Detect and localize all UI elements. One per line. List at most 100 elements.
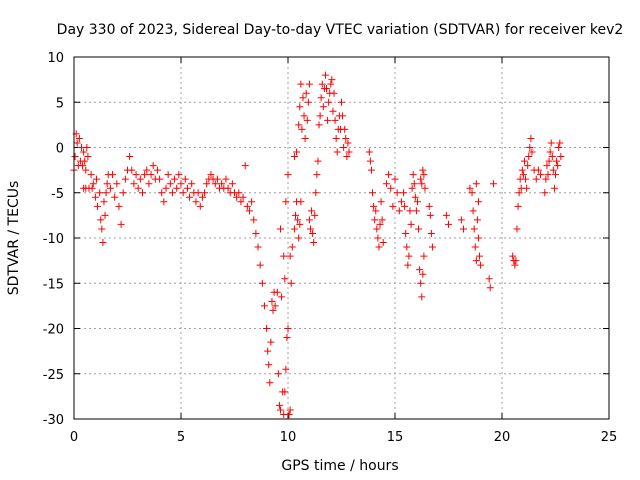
data-point bbox=[402, 229, 410, 237]
data-point bbox=[287, 279, 295, 287]
data-point bbox=[245, 207, 253, 215]
data-point bbox=[237, 198, 245, 206]
data-point bbox=[293, 148, 301, 156]
data-point bbox=[519, 171, 527, 179]
data-point bbox=[241, 162, 249, 170]
data-point bbox=[485, 275, 493, 283]
data-point bbox=[281, 275, 289, 283]
data-point bbox=[277, 225, 285, 233]
data-point bbox=[524, 162, 532, 170]
data-point bbox=[378, 216, 386, 224]
data-point bbox=[88, 184, 96, 192]
data-point bbox=[286, 406, 294, 414]
data-point bbox=[325, 98, 333, 106]
data-point bbox=[94, 202, 102, 210]
data-point bbox=[376, 220, 384, 228]
data-point bbox=[468, 189, 476, 197]
data-point bbox=[285, 410, 293, 418]
x-axis-label: GPS time / hours bbox=[281, 458, 398, 474]
data-point bbox=[408, 184, 416, 192]
data-point bbox=[273, 288, 281, 296]
data-point bbox=[511, 261, 519, 269]
data-point bbox=[509, 252, 517, 260]
data-point bbox=[557, 153, 565, 161]
data-point bbox=[288, 243, 296, 251]
data-point bbox=[342, 134, 350, 142]
data-point bbox=[138, 189, 146, 197]
data-point bbox=[203, 180, 211, 188]
data-point bbox=[115, 202, 123, 210]
data-point bbox=[470, 225, 478, 233]
data-point bbox=[183, 184, 191, 192]
y-tick-label: 5 bbox=[56, 96, 64, 111]
data-point bbox=[311, 211, 319, 219]
data-point bbox=[275, 401, 283, 409]
data-point bbox=[328, 76, 336, 84]
data-point bbox=[548, 153, 556, 161]
data-point bbox=[294, 216, 302, 224]
y-tick-label: 0 bbox=[56, 142, 64, 157]
data-point bbox=[228, 180, 236, 188]
data-point bbox=[295, 234, 303, 242]
data-point bbox=[406, 207, 414, 215]
data-point bbox=[419, 270, 427, 278]
data-point bbox=[340, 144, 348, 151]
data-point bbox=[194, 189, 202, 197]
data-point bbox=[111, 193, 119, 201]
data-point bbox=[387, 184, 395, 192]
data-point bbox=[166, 180, 174, 188]
data-point bbox=[89, 180, 97, 188]
data-point bbox=[83, 144, 91, 151]
data-point bbox=[92, 175, 100, 183]
data-point bbox=[263, 325, 271, 332]
data-point bbox=[541, 189, 549, 197]
data-point bbox=[121, 175, 129, 183]
data-point bbox=[532, 175, 540, 183]
data-point bbox=[366, 157, 374, 165]
data-point bbox=[97, 216, 105, 224]
data-point bbox=[250, 216, 258, 224]
data-point bbox=[153, 166, 161, 174]
data-point bbox=[472, 180, 480, 188]
data-point bbox=[269, 306, 277, 314]
data-point bbox=[162, 184, 170, 192]
data-point bbox=[343, 153, 351, 161]
y-tick-label: -5 bbox=[51, 187, 64, 202]
data-point bbox=[306, 225, 314, 233]
data-point bbox=[87, 171, 95, 179]
data-point bbox=[419, 166, 427, 174]
data-point bbox=[198, 193, 206, 201]
data-point bbox=[196, 202, 204, 210]
data-point bbox=[218, 180, 226, 188]
data-point bbox=[128, 166, 136, 174]
data-point bbox=[476, 252, 484, 260]
data-point bbox=[291, 211, 299, 219]
data-point bbox=[290, 153, 298, 161]
data-point bbox=[552, 171, 559, 179]
data-point bbox=[411, 193, 419, 201]
data-point bbox=[400, 189, 408, 197]
y-tick-label: -10 bbox=[43, 232, 64, 247]
data-point bbox=[469, 207, 477, 215]
data-point bbox=[282, 365, 290, 373]
data-point bbox=[466, 184, 474, 192]
data-point bbox=[126, 153, 134, 161]
data-point bbox=[290, 225, 298, 233]
data-point bbox=[457, 216, 465, 224]
data-point bbox=[113, 180, 121, 188]
data-point bbox=[459, 225, 467, 233]
data-point bbox=[489, 180, 497, 188]
data-point bbox=[156, 175, 164, 183]
data-point bbox=[171, 175, 179, 183]
data-point bbox=[550, 184, 558, 192]
data-point bbox=[119, 189, 127, 197]
data-point bbox=[103, 180, 111, 188]
data-point bbox=[309, 229, 317, 237]
data-point bbox=[339, 112, 347, 120]
data-point bbox=[100, 198, 108, 206]
data-point bbox=[525, 153, 533, 161]
data-point bbox=[211, 180, 219, 188]
data-point bbox=[181, 175, 189, 183]
data-point bbox=[345, 148, 353, 156]
